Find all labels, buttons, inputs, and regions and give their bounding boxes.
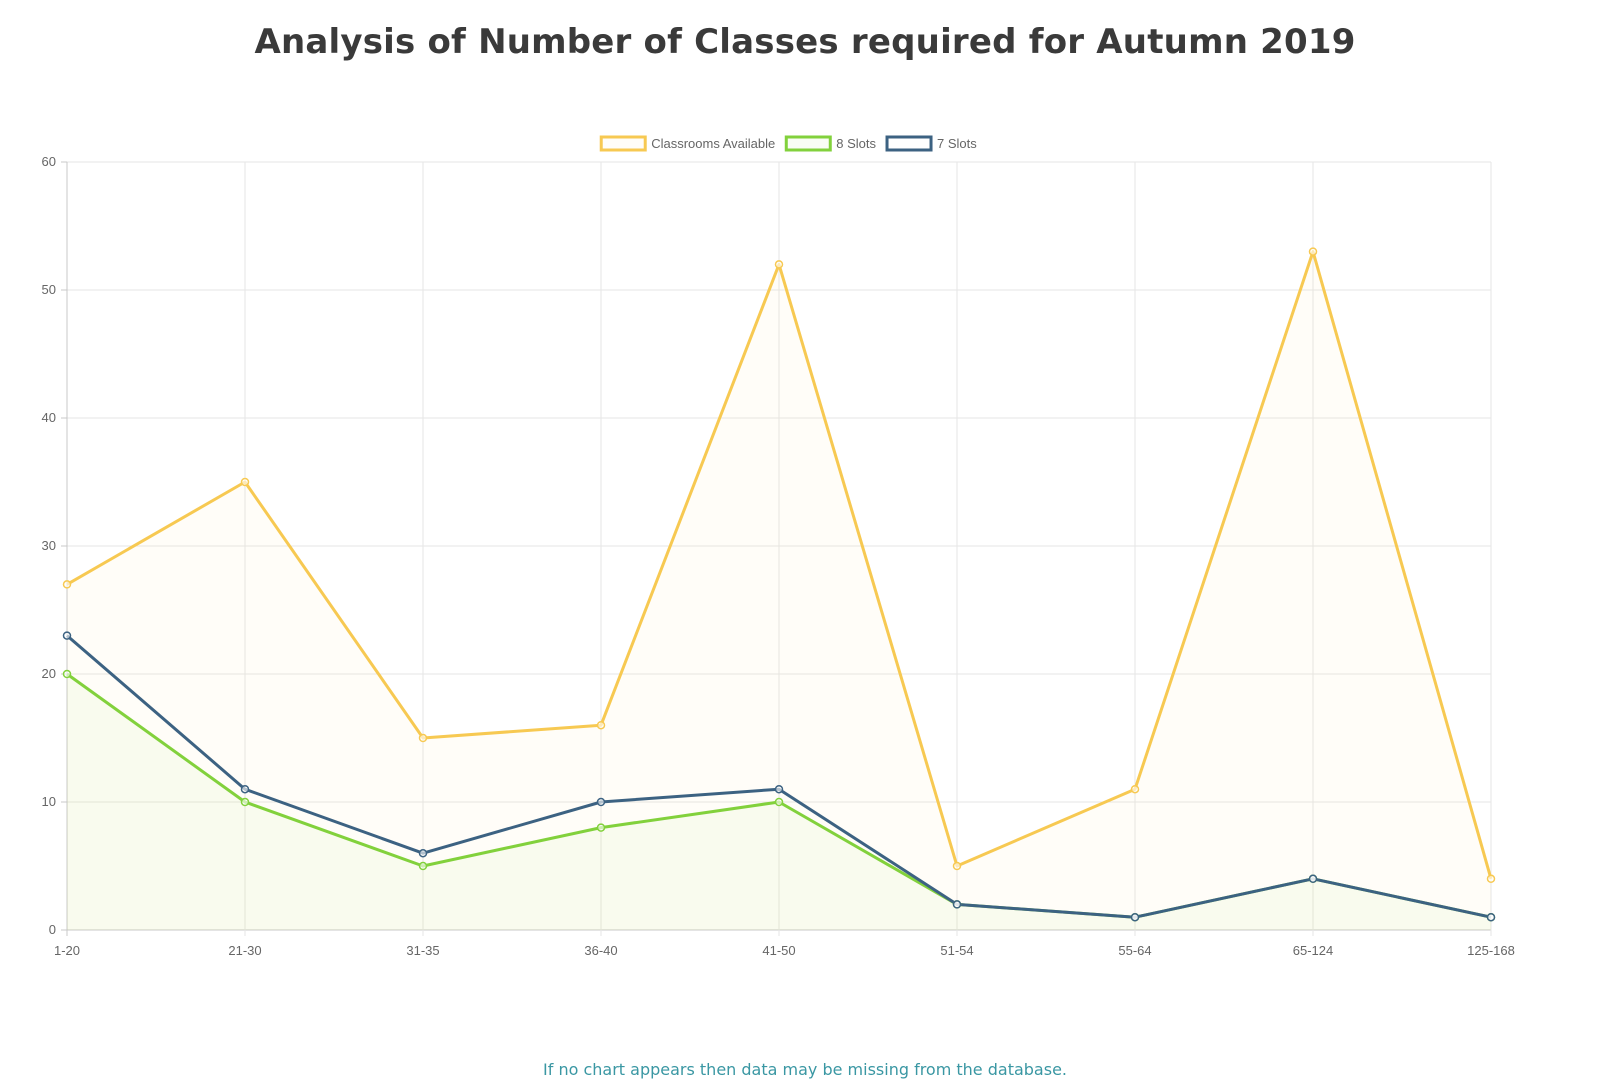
x-tick-label: 21-30: [228, 943, 261, 958]
grid-lines: [61, 161, 1492, 936]
data-point[interactable]: [774, 260, 784, 269]
legend: Classrooms Available 8 Slots 7 Slots: [599, 135, 977, 152]
data-point[interactable]: [240, 797, 250, 807]
legend-label: 8 Slots: [836, 136, 876, 151]
data-point[interactable]: [1130, 784, 1140, 794]
y-tick-label: 20: [42, 666, 56, 681]
y-tick-label: 60: [42, 154, 56, 169]
legend-item-2[interactable]: 7 Slots: [885, 135, 977, 152]
data-point[interactable]: [418, 733, 428, 743]
y-tick-label: 0: [49, 922, 56, 937]
legend-swatch: [599, 135, 647, 152]
legend-label: 7 Slots: [937, 136, 977, 151]
series-fills: [67, 251, 1491, 931]
data-point[interactable]: [952, 900, 962, 909]
axis-labels: 0 10 20 30 40 50 60 1-20 21-30 31-35 36-40 41-50 51-…: [42, 154, 1515, 958]
y-tick-label: 50: [42, 282, 56, 297]
x-tick-label: 55-64: [1118, 943, 1151, 958]
legend-swatch: [885, 135, 933, 152]
data-point[interactable]: [240, 784, 250, 794]
data-point[interactable]: [1486, 912, 1496, 922]
data-point[interactable]: [1486, 874, 1496, 884]
x-tick-label: 36-40: [584, 943, 617, 958]
data-point[interactable]: [62, 631, 72, 640]
x-tick-label: 31-35: [406, 943, 439, 958]
x-tick-label: 41-50: [762, 943, 795, 958]
x-tick-label: 65-124: [1293, 943, 1333, 958]
x-tick-label: 1-20: [54, 943, 80, 958]
legend-item-0[interactable]: Classrooms Available: [599, 135, 775, 152]
legend-swatch: [784, 135, 832, 152]
chart-container: 0 10 20 30 40 50 60 1-20 21-30 31-35 36-40 41-50 51-…: [0, 120, 1610, 1020]
data-point[interactable]: [1308, 247, 1318, 256]
line-chart: 0 10 20 30 40 50 60 1-20 21-30 31-35 36-40 41-50 51-…: [42, 135, 1515, 958]
data-point[interactable]: [240, 477, 250, 487]
data-point[interactable]: [1308, 874, 1318, 884]
y-tick-label: 40: [42, 410, 56, 425]
data-point[interactable]: [62, 669, 72, 679]
data-point[interactable]: [596, 823, 606, 832]
x-tick-label: 125-168: [1467, 943, 1515, 958]
legend-item-1[interactable]: 8 Slots: [784, 135, 877, 152]
legend-label: Classrooms Available: [651, 136, 775, 151]
data-point[interactable]: [418, 861, 428, 871]
data-point[interactable]: [774, 797, 784, 807]
x-tick-label: 51-54: [940, 943, 973, 958]
data-point[interactable]: [952, 861, 962, 871]
missing-data-note: If no chart appears then data may be mis…: [543, 1060, 1067, 1079]
series-fill-0: [67, 251, 1491, 931]
series-points: [62, 247, 1496, 922]
y-tick-label: 30: [42, 538, 56, 553]
data-point[interactable]: [596, 720, 606, 730]
page-title: Analysis of Number of Classes required f…: [254, 22, 1356, 62]
data-point[interactable]: [62, 580, 72, 589]
data-point[interactable]: [774, 784, 784, 794]
y-tick-label: 10: [42, 794, 56, 809]
data-point[interactable]: [418, 848, 428, 858]
data-point[interactable]: [596, 797, 606, 807]
data-point[interactable]: [1130, 912, 1140, 922]
